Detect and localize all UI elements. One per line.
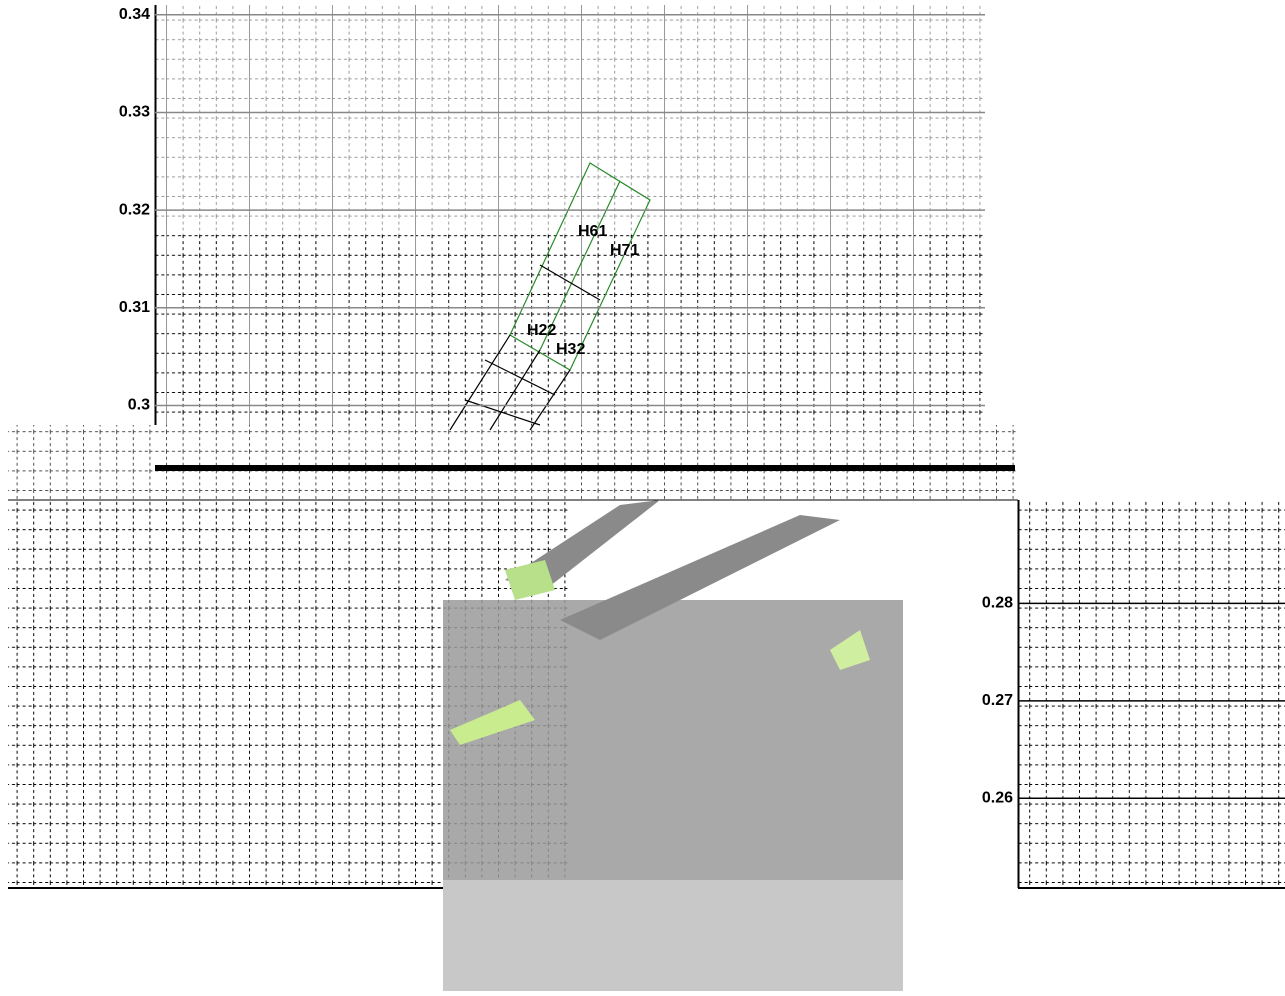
y-tick-label: 0.32 — [119, 201, 150, 218]
y-tick-label: 0.31 — [119, 299, 150, 316]
glitch-band — [8, 425, 1018, 500]
region-label: H32 — [556, 341, 585, 358]
y-tick-label: 0.28 — [982, 595, 1013, 612]
region-outline — [449, 162, 651, 431]
y-tick-label: 0.33 — [119, 104, 150, 121]
region-label: H22 — [527, 322, 556, 339]
glitch-band — [155, 465, 1015, 471]
y-tick-label: 0.27 — [982, 692, 1013, 709]
y-tick-label: 0.34 — [119, 6, 150, 23]
glitch-stripe — [450, 700, 535, 745]
glitch-stripe — [505, 560, 555, 600]
glitch-block — [443, 600, 903, 880]
glitch-stripe — [830, 630, 870, 670]
major-grid — [155, 5, 985, 425]
minor-grid — [1018, 500, 1285, 888]
y-tick-label: 0.3 — [128, 397, 150, 414]
glitch-stripe — [560, 515, 840, 640]
region-label: H61 — [578, 223, 607, 240]
y-tick-label: 0.26 — [982, 790, 1013, 807]
region-label: H71 — [610, 242, 639, 259]
glitch-block — [443, 880, 903, 991]
